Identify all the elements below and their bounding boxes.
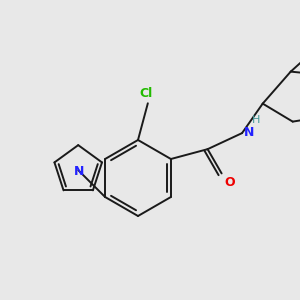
Text: Cl: Cl bbox=[139, 87, 152, 100]
Text: N: N bbox=[74, 165, 84, 178]
Text: O: O bbox=[225, 176, 235, 189]
Text: H: H bbox=[252, 115, 260, 125]
Text: N: N bbox=[244, 126, 254, 139]
